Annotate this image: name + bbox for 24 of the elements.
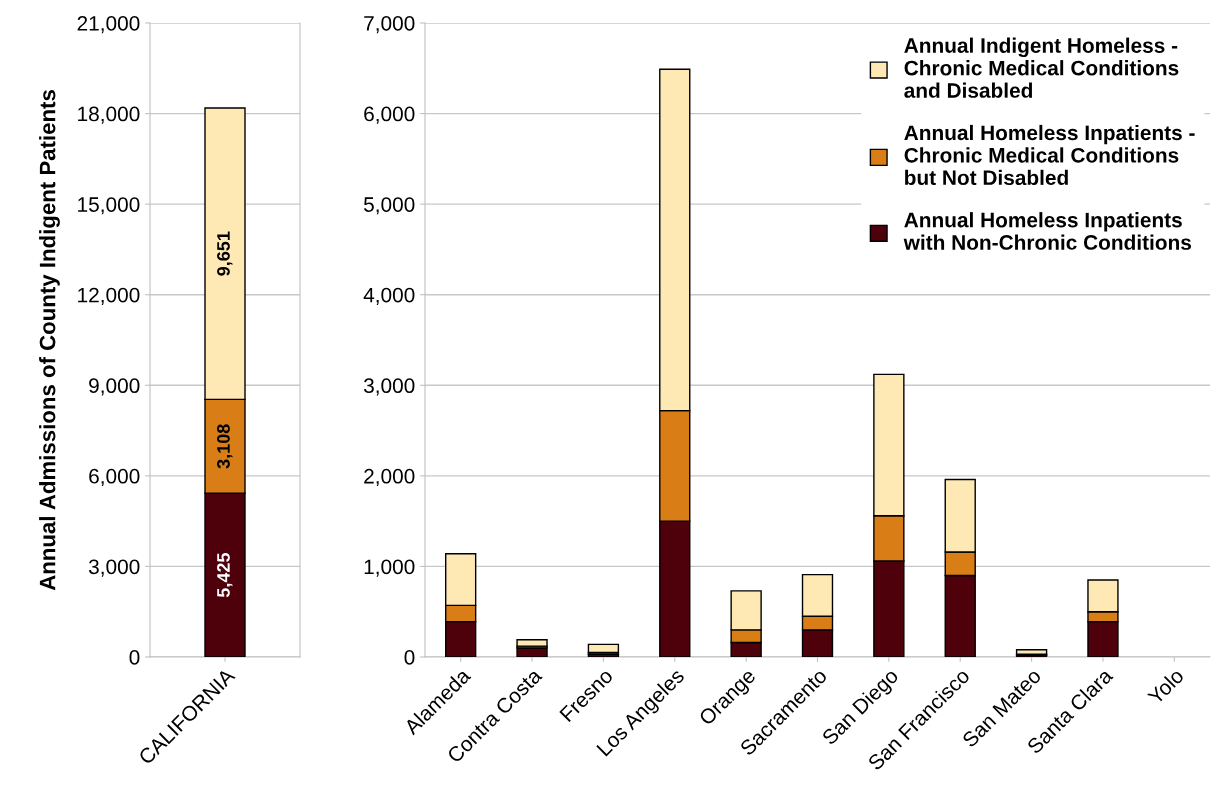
- y-tick-label: 6,000: [89, 468, 140, 487]
- y-tick-label: 18,000: [78, 106, 140, 124]
- y-axis-title: Annual Admissions of County Indigent Patients: [39, 90, 60, 591]
- y-tick-label: 7,000: [364, 16, 415, 34]
- legend-label: Annual Homeless Inpatients with Non-Chronic Conditions: [903, 212, 1192, 250]
- data-label: 3,108: [217, 424, 233, 469]
- y-tick-label: 0: [404, 650, 415, 665]
- y-tick-label: 6,000: [364, 106, 415, 124]
- x-tick-label: Yolo: [1146, 667, 1185, 706]
- y-tick-label: 15,000: [78, 197, 140, 215]
- y-tick-label: 3,000: [363, 378, 415, 396]
- y-tick-label: 5,000: [363, 197, 415, 215]
- y-tick-label: 3,000: [88, 559, 140, 577]
- data-label: 9,651: [217, 231, 233, 276]
- legend-label: Annual Indigent Homeless - Chronic Medical Conditions and Disabled: [904, 37, 1179, 98]
- data-label: 5,425: [217, 553, 233, 598]
- y-tick-label: 12,000: [78, 287, 140, 305]
- legend-label: Annual Homeless Inpatients - Chronic Medical Conditions but Not Disabled: [904, 124, 1195, 186]
- y-tick-label: 9,000: [89, 378, 140, 396]
- y-tick-label: 2,000: [364, 468, 415, 487]
- y-tick-label: 1,000: [364, 559, 415, 577]
- y-tick-label: 4,000: [363, 287, 415, 305]
- y-tick-label: 21,000: [77, 16, 140, 34]
- y-tick-label: 0: [129, 650, 140, 665]
